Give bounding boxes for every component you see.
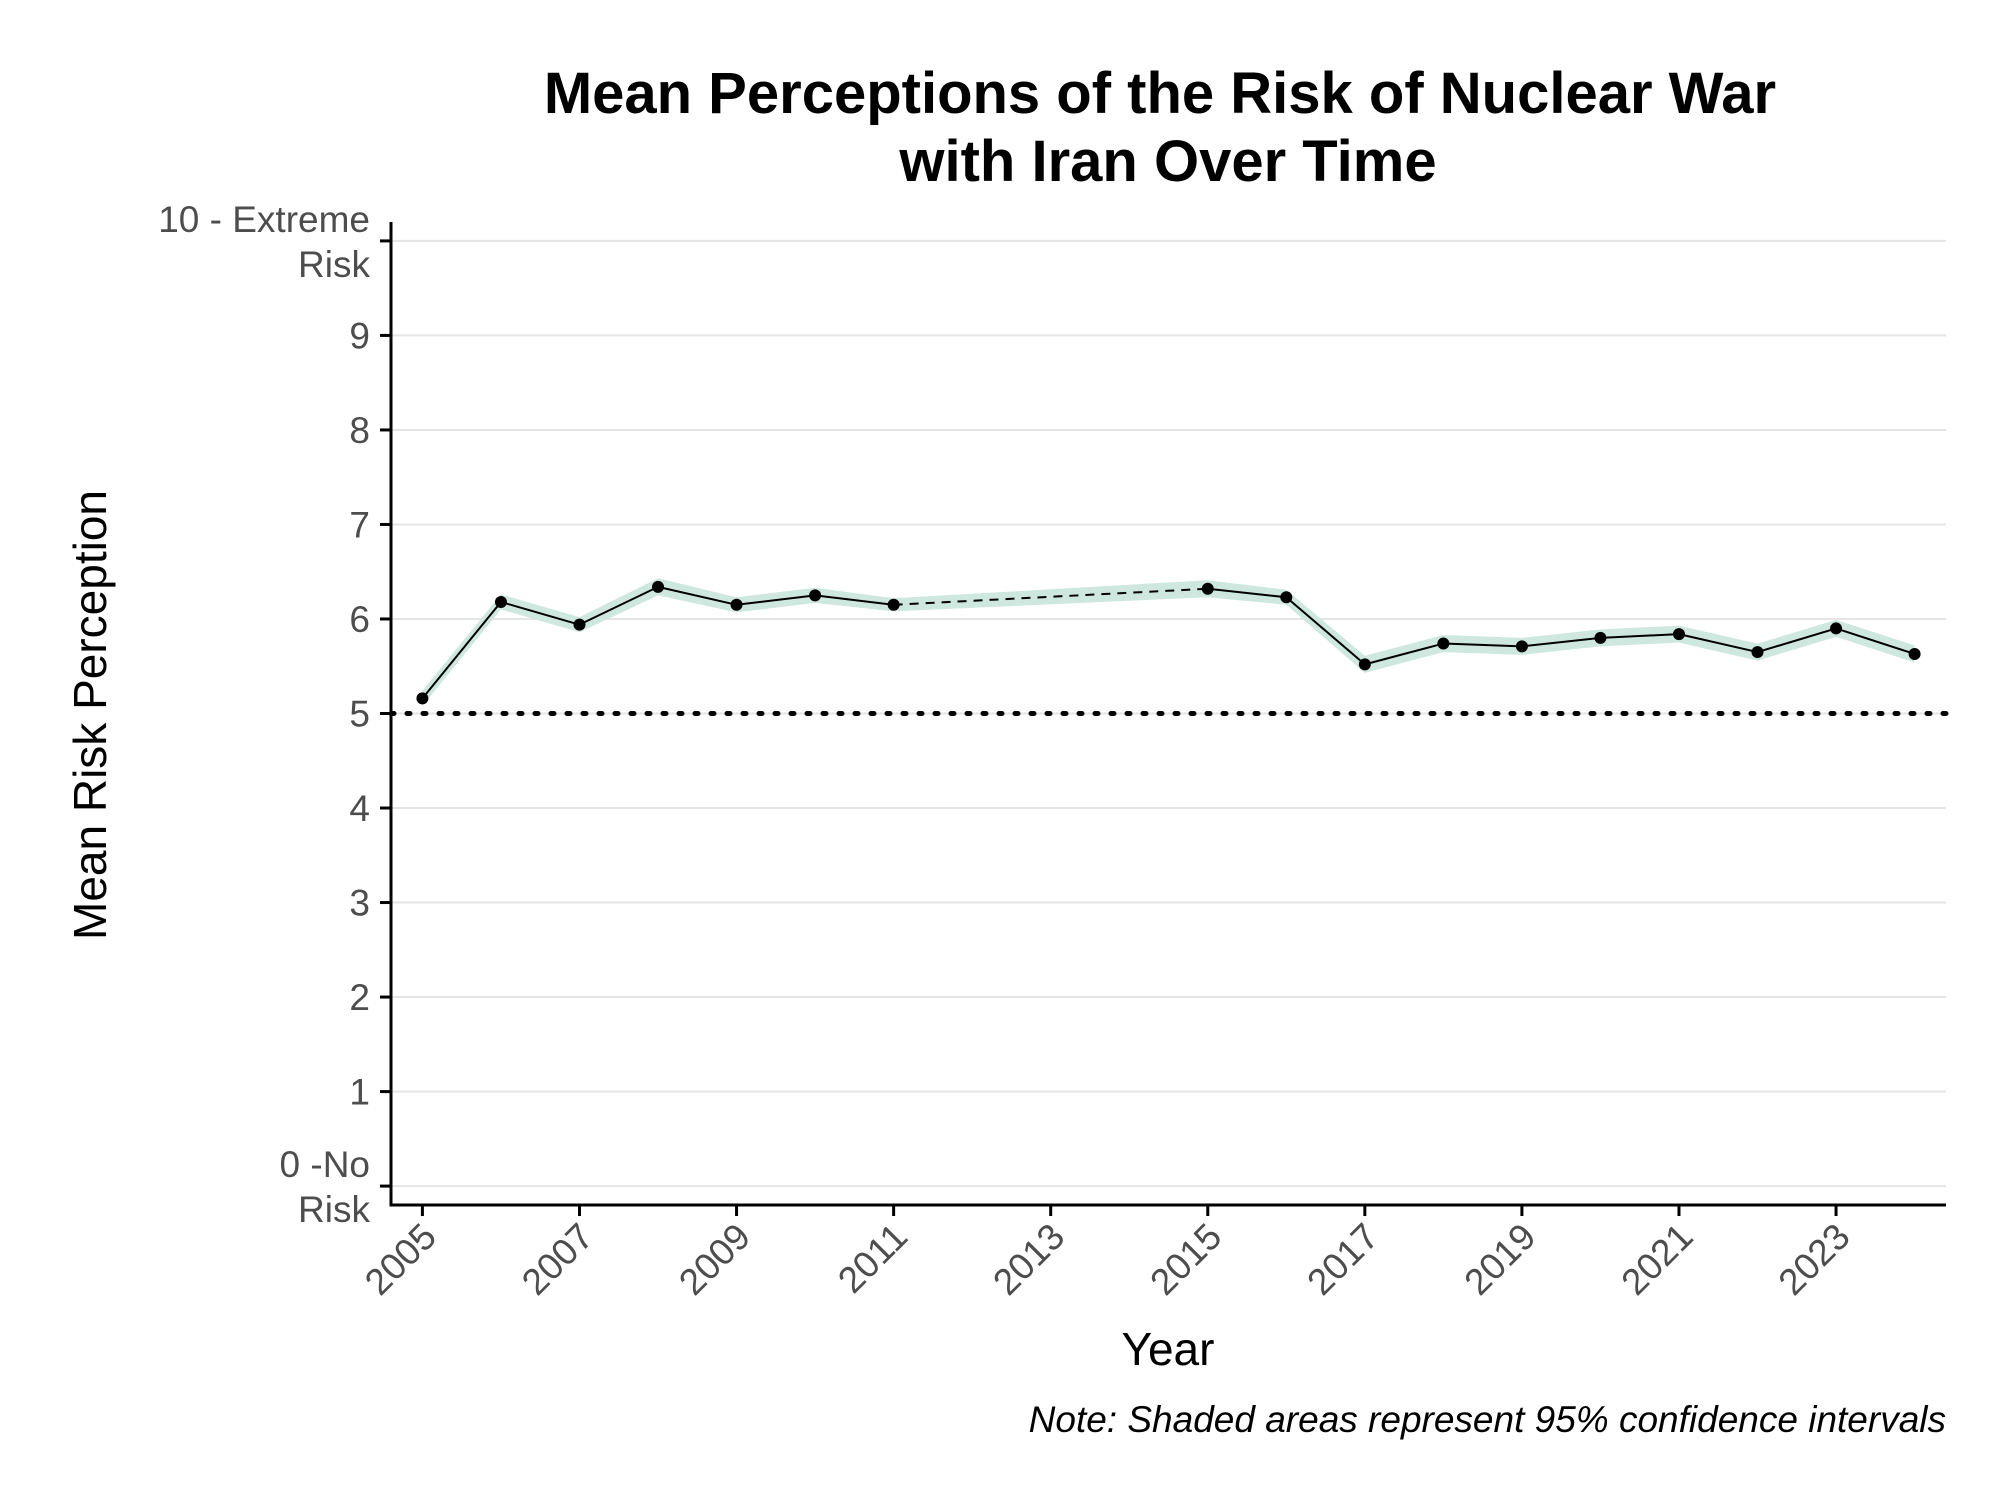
line-segment-2015	[1207, 587, 1287, 599]
x-tick-label-2019: 2019	[1456, 1216, 1543, 1303]
chart-title-line-1: Mean Perceptions of the Risk of Nuclear …	[544, 61, 1776, 126]
line-segment-2009	[736, 594, 816, 606]
data-point-2018	[1437, 637, 1450, 650]
line-segment-2006	[500, 601, 580, 626]
data-point-2024	[1908, 647, 1921, 660]
x-tick-label-2023: 2023	[1771, 1216, 1858, 1303]
y-tick-label-4: 4	[349, 788, 370, 829]
x-tick-label-2013: 2013	[985, 1216, 1072, 1303]
line-segment-2021	[1678, 633, 1758, 654]
y-tick-label-10: 10 - Extreme Risk	[158, 199, 370, 285]
x-tick-label-2009: 2009	[671, 1216, 758, 1303]
x-axis-title: Year	[1122, 1323, 1215, 1375]
y-tick-labels: 0 -No Risk 1 2 3 4 5 6 7 8 9 10 - Extreme Risk	[158, 199, 370, 1230]
chart-note: Note: Shaded areas represent 95% confide…	[1029, 1399, 1946, 1440]
confidence-band-group	[422, 578, 1915, 706]
data-point-2017	[1358, 658, 1371, 671]
line-segment-2007	[579, 585, 659, 626]
data-point-2006	[494, 595, 507, 608]
series-lines-group	[421, 585, 1915, 700]
line-segment-2018	[1443, 642, 1522, 648]
data-point-2015	[1201, 582, 1214, 595]
x-tick-label-2007: 2007	[514, 1216, 601, 1303]
chart-title-line-2: with Iran Over Time	[898, 129, 1436, 194]
x-tick-label-2017: 2017	[1299, 1216, 1386, 1303]
data-points-group	[416, 580, 1921, 705]
data-point-2007	[573, 618, 586, 631]
axes-group	[380, 222, 1946, 1216]
data-point-2009	[730, 598, 743, 611]
y-tick-label-7: 7	[349, 505, 370, 546]
line-segment-2023	[1835, 627, 1915, 655]
data-point-2011	[887, 598, 900, 611]
y-tick-label-6: 6	[349, 599, 370, 640]
data-point-2020	[1594, 631, 1607, 644]
y-tick-label-5: 5	[349, 694, 370, 735]
line-segment-2016	[1285, 596, 1366, 666]
x-tick-label-2021: 2021	[1613, 1216, 1700, 1303]
data-point-2005	[416, 692, 429, 705]
y-tick-label-1: 1	[349, 1072, 370, 1113]
x-tick-label-2011: 2011	[830, 1216, 915, 1301]
data-point-2019	[1515, 640, 1528, 653]
line-segment-2022	[1757, 627, 1837, 654]
y-tick-label-8: 8	[349, 410, 370, 451]
x-tick-labels: 2005 2007 2009 2011 2013 2015 2017 2019 2021 2023	[357, 1216, 1858, 1303]
line-segment-2010	[814, 594, 894, 606]
data-point-2021	[1672, 628, 1685, 641]
line-segment-2017	[1364, 642, 1444, 666]
data-point-2010	[809, 589, 822, 602]
data-point-2008	[652, 580, 665, 593]
dashed-gap-segment	[893, 587, 1208, 606]
y-tick-label-9: 9	[349, 315, 370, 356]
line-segment-2020	[1600, 633, 1680, 639]
data-point-2022	[1751, 646, 1764, 659]
line-segment-2019	[1521, 636, 1601, 648]
y-tick-label-2: 2	[349, 977, 370, 1018]
y-tick-label-0: 0 -No Risk	[280, 1144, 371, 1230]
y-tick-label-3: 3	[349, 883, 370, 924]
y-axis-title: Mean Risk Perception	[64, 490, 116, 940]
data-point-2023	[1830, 622, 1843, 635]
x-tick-label-2015: 2015	[1142, 1216, 1229, 1303]
confidence-band	[422, 578, 1915, 706]
line-segment-2005	[421, 601, 502, 700]
grid	[391, 239, 1946, 1188]
chart-title: Mean Perceptions of the Risk of Nuclear …	[544, 61, 1792, 194]
line-segment-2008	[657, 585, 737, 606]
data-point-2016	[1280, 591, 1293, 604]
